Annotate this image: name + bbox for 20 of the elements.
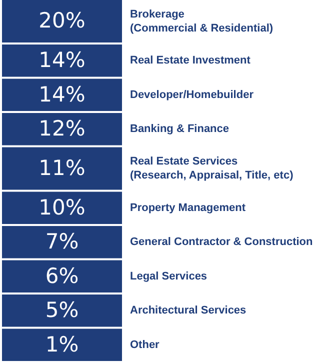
data-label: 1% bbox=[45, 332, 79, 356]
category-label: Brokerage (Commercial & Residential) bbox=[130, 8, 274, 34]
category-label: Legal Services bbox=[130, 270, 208, 282]
data-label: 5% bbox=[45, 298, 79, 322]
data-label: 14% bbox=[38, 48, 86, 72]
data-label: 14% bbox=[38, 82, 86, 106]
data-label: 20% bbox=[38, 8, 86, 33]
data-label: 7% bbox=[45, 230, 79, 254]
data-label: 12% bbox=[38, 116, 86, 141]
category-label: Banking & Finance bbox=[130, 123, 230, 136]
category-label: Architectural Services bbox=[130, 304, 246, 317]
category-label: Property Management bbox=[130, 202, 246, 214]
data-label: 10% bbox=[38, 195, 86, 220]
category-label: Real Estate Services (Research, Appraisal, Title, etc) bbox=[130, 156, 294, 182]
data-label: 6% bbox=[45, 264, 79, 288]
category-label: General Contractor & Construction bbox=[130, 236, 314, 248]
category-label: Developer/Homebuilder bbox=[130, 88, 254, 101]
category-label: Real Estate Investment bbox=[130, 54, 251, 67]
category-label: Other bbox=[130, 338, 160, 351]
data-label: 11% bbox=[38, 156, 86, 180]
